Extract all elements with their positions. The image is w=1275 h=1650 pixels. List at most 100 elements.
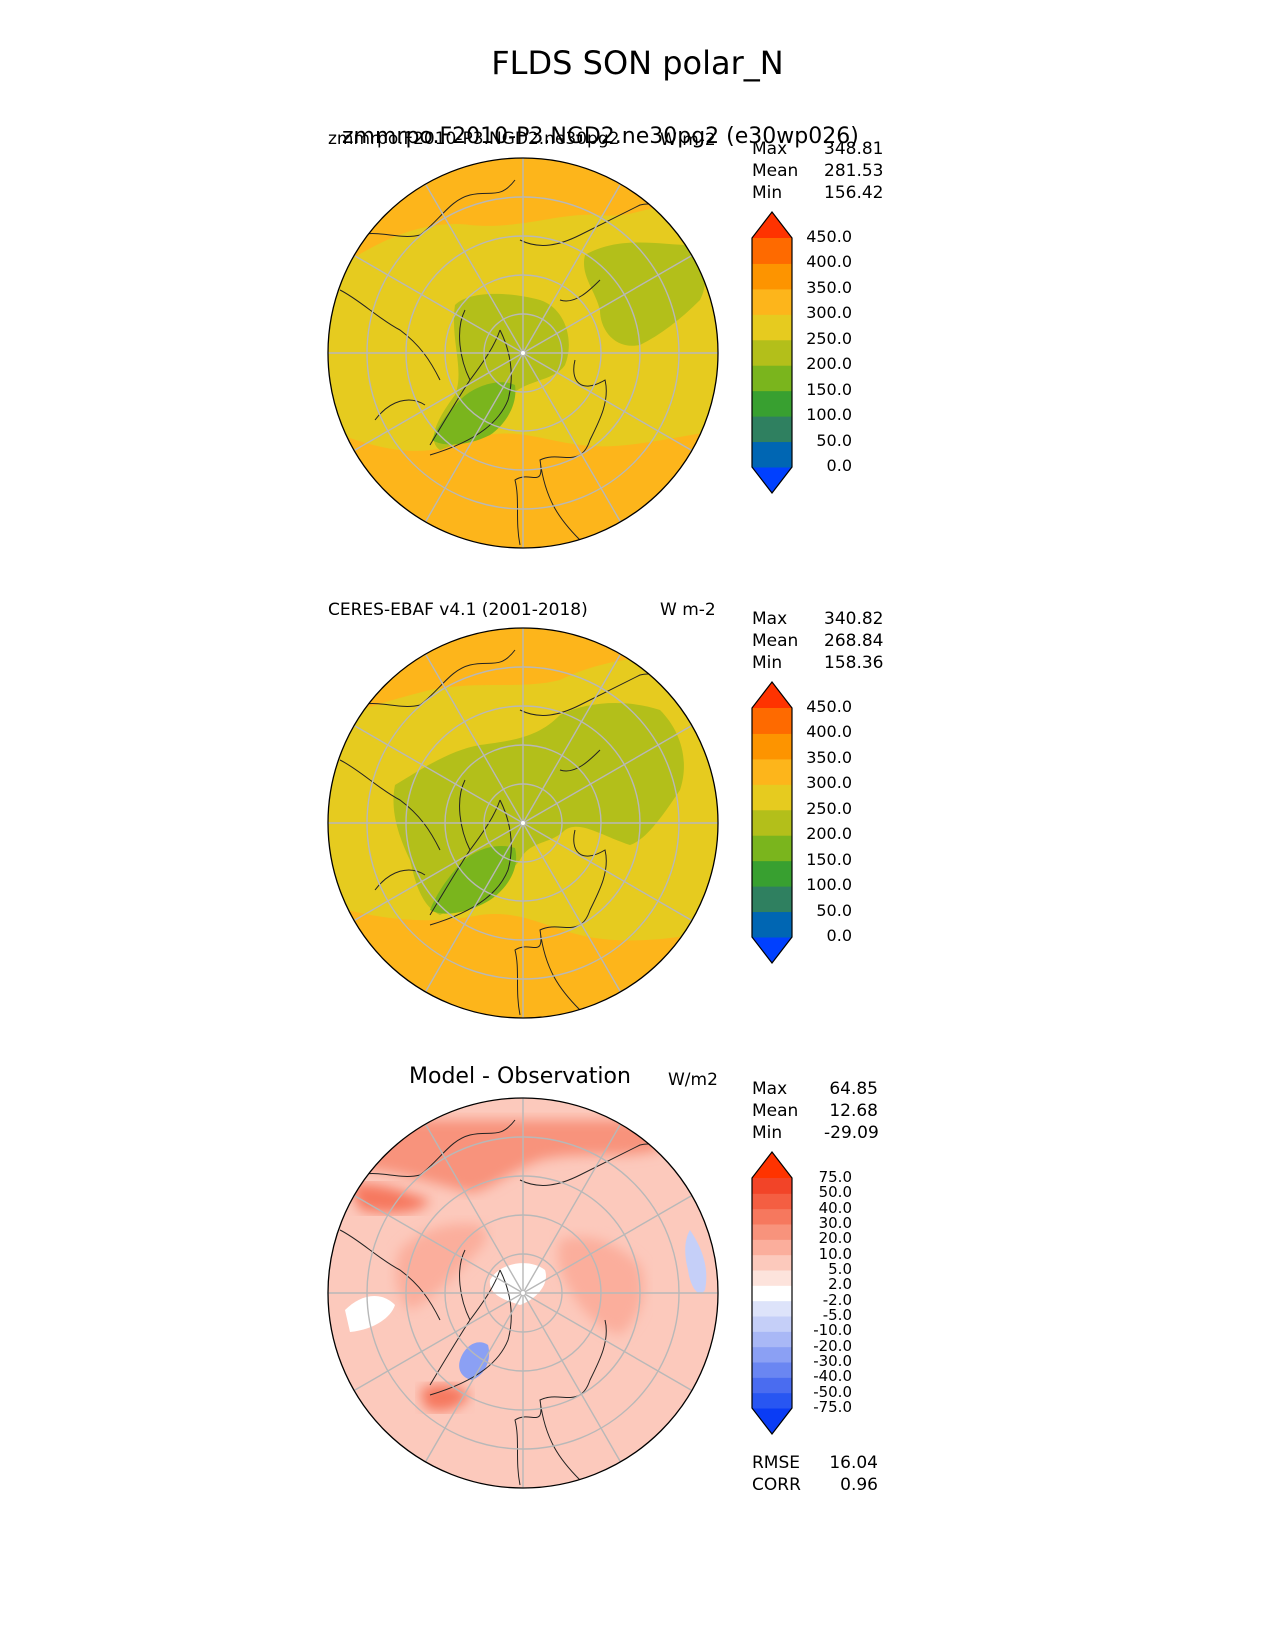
meridian-line	[353, 254, 524, 354]
panel2-left-label: CERES-EBAF v4.1 (2001-2018)	[328, 600, 588, 620]
colorbar-tick-label: 0.0	[826, 926, 852, 945]
colorbar-segment	[752, 1362, 792, 1378]
map-boundary	[327, 627, 719, 1019]
map-2-coastline-eurasia	[514, 829, 607, 1016]
map-3-region-red-west	[350, 1183, 430, 1213]
colorbar-segment	[752, 784, 792, 811]
map-3-coastline-greenland	[429, 1249, 512, 1396]
colorbar-segment	[752, 835, 792, 862]
colorbar-tick-label: 100.0	[806, 405, 852, 425]
stat-min-label: Min	[752, 653, 783, 673]
colorbar-tick-label: 5.0	[828, 1260, 852, 1278]
colorbar-tick-label: 30.0	[818, 1214, 852, 1232]
panel2-units-label: W m-2	[660, 600, 716, 620]
map-1-band-orange-south	[328, 430, 718, 548]
map-1-coastline-eurasia	[514, 359, 607, 546]
meridian-line	[424, 653, 524, 824]
pole-marker	[521, 1291, 525, 1295]
colorbar-segment	[752, 1377, 792, 1394]
panel1-left-label-b: zmmrpo.F2010-P3.NGD2.ne30pg2 (e30wp026)	[342, 124, 859, 149]
colorbar-layer	[751, 211, 793, 1435]
colorbar-segment	[752, 1270, 792, 1286]
meridian-line	[522, 822, 693, 922]
stat-min-label: Min	[752, 1123, 783, 1143]
map-3-coastline-eurasia	[514, 1319, 607, 1486]
pole-marker	[521, 821, 525, 825]
colorbar-outline	[751, 1151, 793, 1435]
panel3-stats: Max 64.85 Mean 12.68 Min -29.09	[752, 1078, 879, 1144]
stat-max-label: Max	[752, 609, 788, 629]
colorbar-tick-label: -30.0	[813, 1352, 852, 1370]
graticule-panel-2	[327, 627, 719, 1019]
stat-mean-label: Mean	[752, 1101, 799, 1121]
colorbar-tick-label: 10.0	[818, 1244, 852, 1263]
panel3-metrics: RMSE 16.04 CORR 0.96	[752, 1452, 878, 1496]
stat-mean-value: 281.53	[824, 161, 884, 181]
meridian-line	[522, 1194, 693, 1294]
panel1-units-label: W m-2	[660, 130, 716, 150]
colorbar-tick-label: -2.0	[822, 1290, 852, 1309]
colorbar-tick-label: 450.0	[806, 227, 852, 246]
stat-mean-label: Mean	[752, 161, 799, 181]
colorbar-segment	[752, 365, 792, 392]
colorbar-tick-label: -50.0	[813, 1382, 852, 1401]
meridian-line	[522, 653, 622, 824]
colorbar-tick-label: -75.0	[813, 1398, 852, 1416]
stat-max-label: Max	[752, 1079, 788, 1099]
colorbar-segment	[752, 1224, 792, 1240]
stat-max-value: 348.81	[824, 139, 884, 159]
stat-min-value: 156.42	[824, 183, 884, 203]
map-3-region-white-west	[345, 1295, 395, 1332]
colorbar-segment	[752, 441, 792, 468]
colorbar-segment	[752, 1193, 792, 1210]
colorbar-tick-label: 250.0	[806, 798, 852, 818]
colorbar-segment	[752, 1316, 792, 1332]
graticule-layer	[327, 157, 719, 1489]
stat-max-value: 64.85	[829, 1079, 878, 1099]
stat-mean-value: 268.84	[824, 631, 884, 651]
colorbar-segment	[752, 708, 792, 734]
colorbar-segment	[752, 758, 792, 785]
meridian-line	[522, 352, 693, 452]
colorbar-segment	[752, 314, 792, 341]
colorbar-tick-label: 300.0	[806, 773, 852, 793]
stat-min-value: 158.36	[824, 653, 884, 673]
colorbar-tick-label: -10.0	[813, 1321, 852, 1340]
colorbar-outline	[751, 681, 793, 964]
meridian-line	[522, 1292, 693, 1392]
stat-min-label: Min	[752, 183, 783, 203]
colorbar-tick-label: 50.0	[816, 430, 852, 450]
colorbar-segment	[752, 1208, 792, 1225]
colorbar-segment	[752, 1239, 792, 1256]
map-2-coastline-greenland	[429, 779, 512, 926]
colorbar-tick-label: 75.0	[818, 1168, 852, 1186]
colorbar-tick-label: 150.0	[806, 849, 852, 869]
colorbar-segment	[752, 1178, 792, 1194]
colorbar-segment	[752, 416, 792, 443]
colorbar-segment	[752, 238, 792, 264]
colorbar-tick-label: -40.0	[813, 1367, 852, 1386]
page-title: FLDS SON polar_N	[491, 44, 784, 82]
rmse-label: RMSE	[752, 1453, 801, 1473]
colorbar-tick-label: 400.0	[806, 252, 852, 272]
meridian-line	[522, 254, 693, 354]
colorbar-segment	[752, 1346, 792, 1363]
colorbar-tick-label: 450.0	[806, 697, 852, 716]
meridian-line	[424, 1123, 524, 1294]
meridian-line	[424, 352, 524, 523]
colorbar-tick-label: 250.0	[806, 328, 852, 348]
stat-min-value: -29.09	[824, 1123, 879, 1143]
colorbar-extend-max	[752, 682, 792, 708]
map-2-region-green-greenland	[430, 846, 517, 914]
meridian-line	[522, 1292, 622, 1463]
meridian-line	[522, 1123, 622, 1294]
pole-marker	[521, 351, 525, 355]
colorbar-tick-label: 2.0	[828, 1275, 852, 1294]
stat-max-value: 340.82	[824, 609, 884, 629]
panel3-units-label: W/m2	[668, 1070, 718, 1090]
colorbar-tick-label: 50.0	[818, 1183, 852, 1202]
colorbar-segment	[752, 288, 792, 315]
colorbar-extend-min	[752, 467, 792, 493]
meridian-line	[522, 724, 693, 824]
colorbar-tick-label: 50.0	[816, 900, 852, 920]
